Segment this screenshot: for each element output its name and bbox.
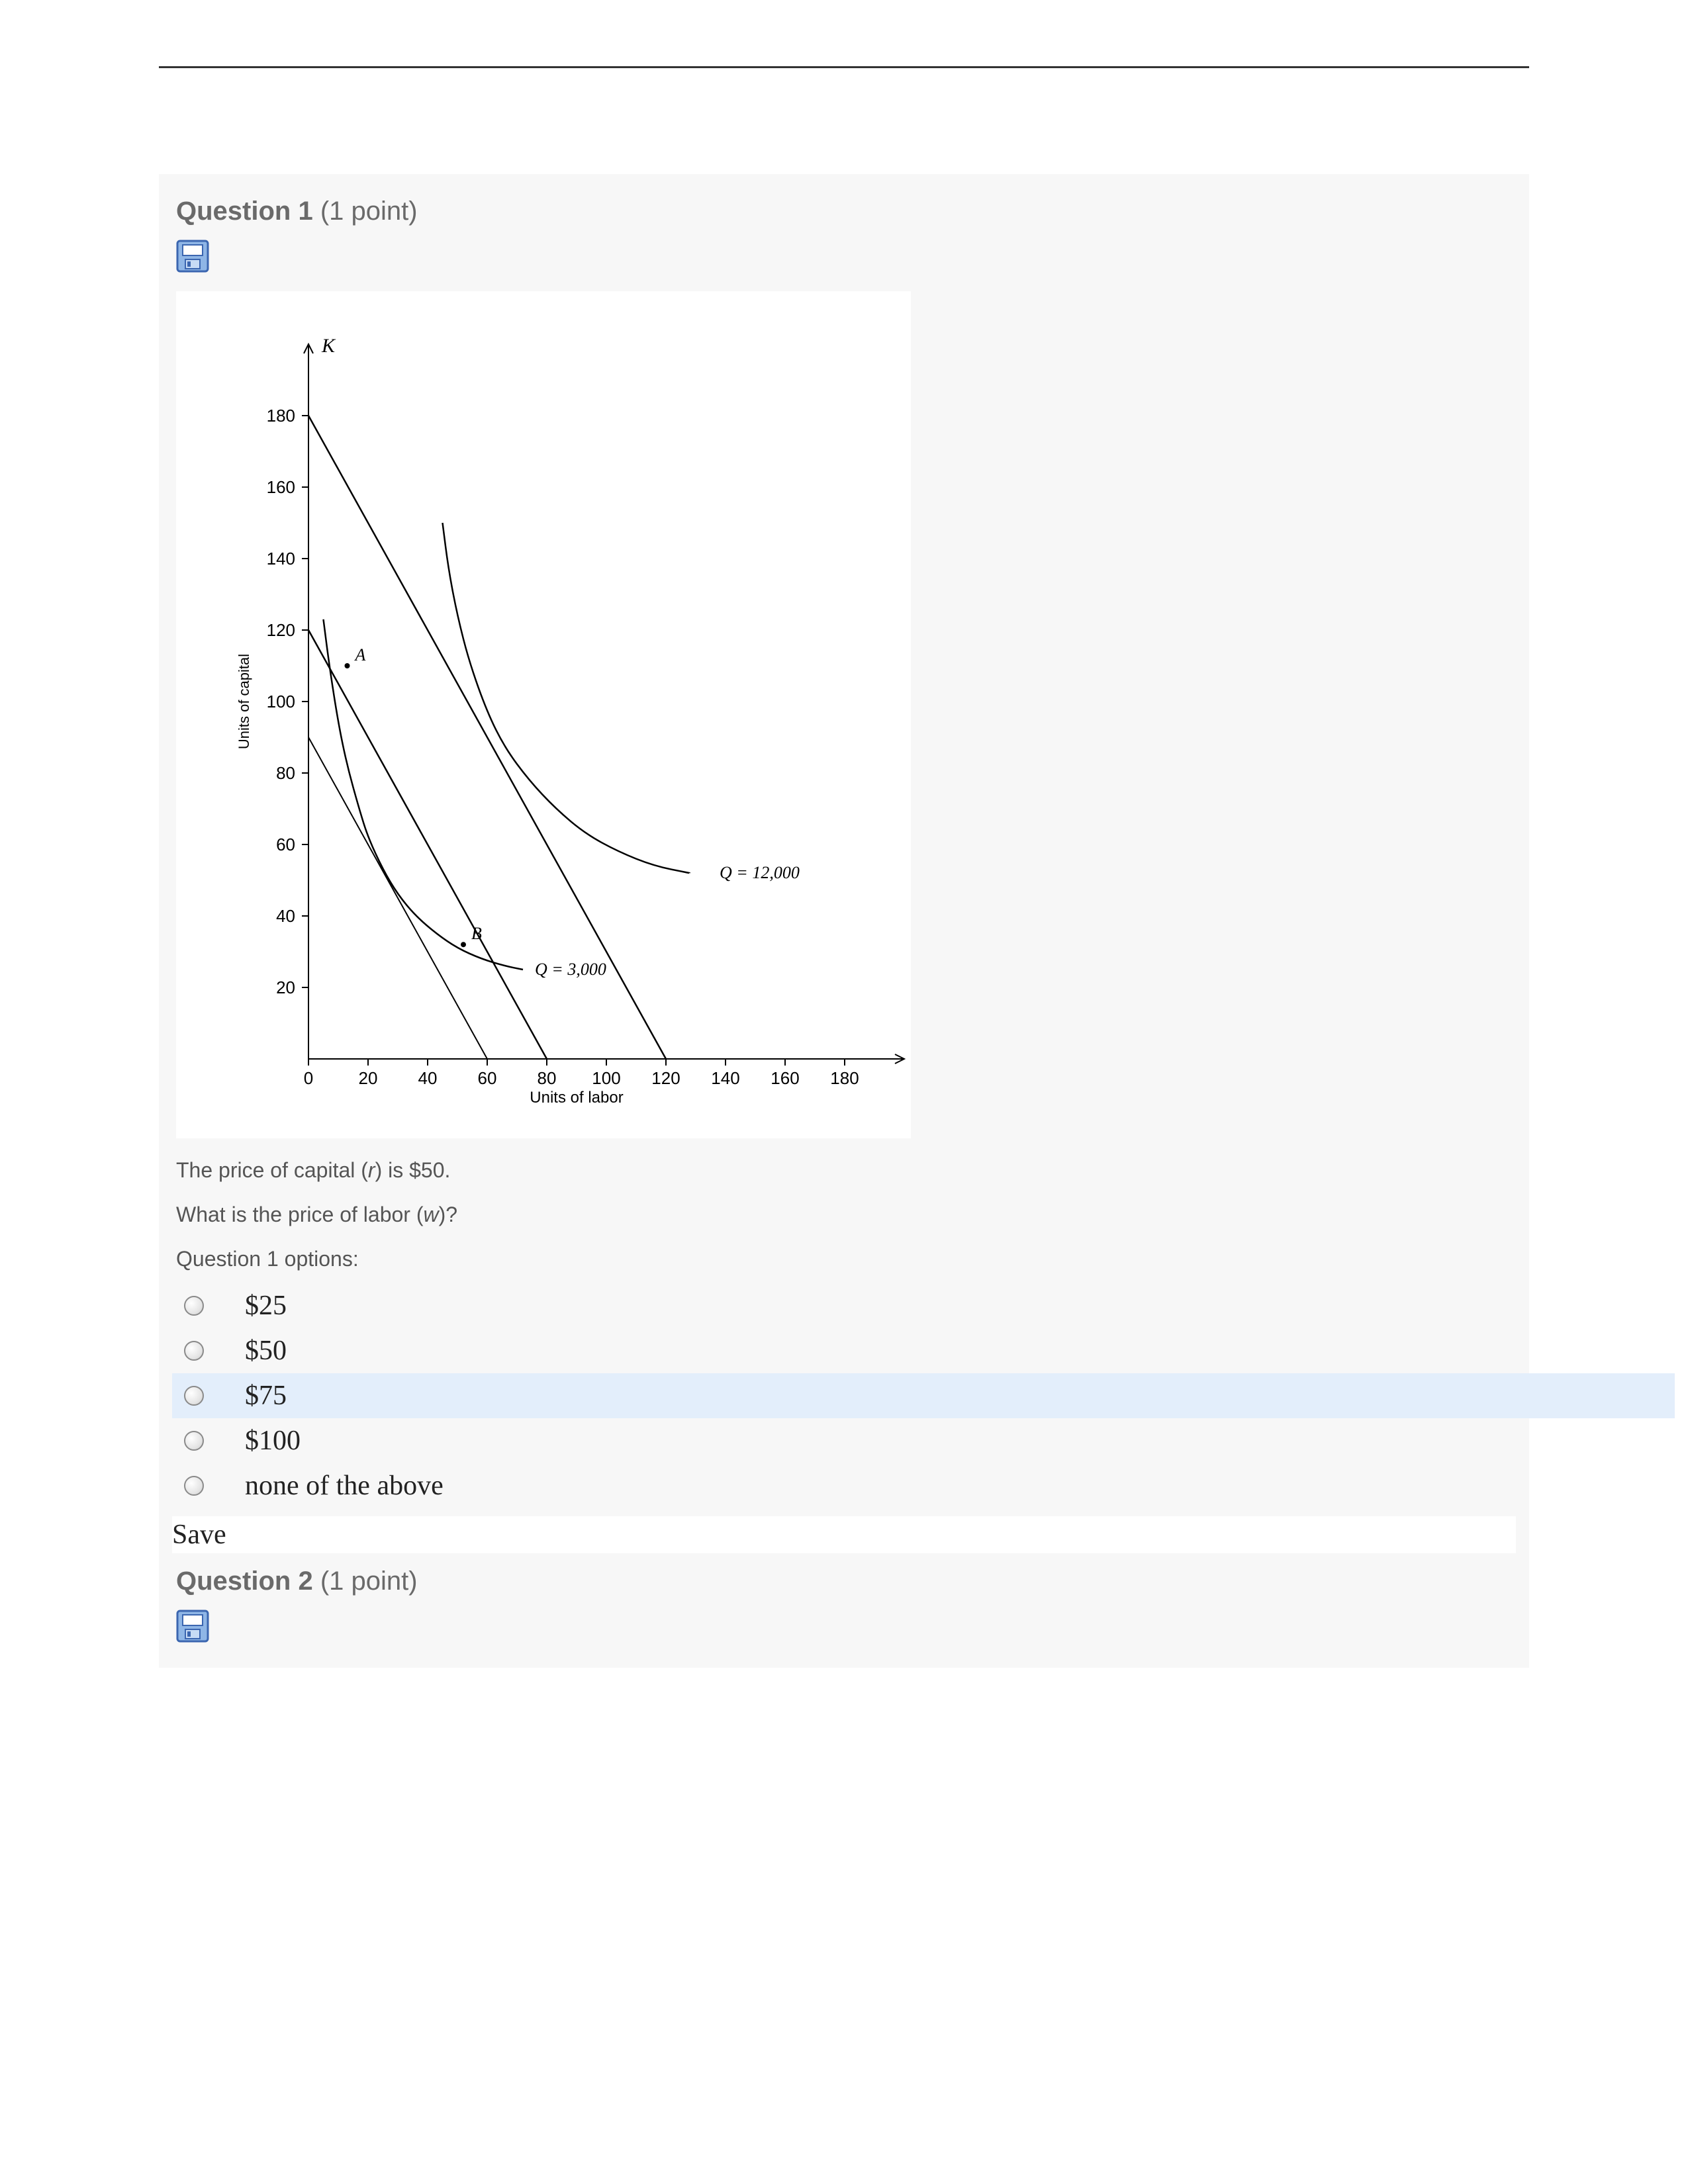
- svg-text:K: K: [321, 335, 336, 357]
- option-row-2[interactable]: $50: [172, 1328, 1529, 1373]
- radio-2[interactable]: [184, 1341, 204, 1361]
- svg-text:Q = 3,000: Q = 3,000: [535, 960, 606, 979]
- option-row-5[interactable]: none of the above: [172, 1463, 1529, 1508]
- question-2-header: Question 2 (1 point): [172, 1557, 1516, 1606]
- radio-3[interactable]: [184, 1386, 204, 1406]
- option-label-1: $25: [245, 1290, 287, 1322]
- svg-text:A: A: [354, 645, 366, 664]
- option-row-4[interactable]: $100: [172, 1418, 1529, 1463]
- option-label-2: $50: [245, 1335, 287, 1367]
- svg-text:0: 0: [304, 1068, 313, 1088]
- given-var-r: r: [368, 1158, 375, 1182]
- radio-4[interactable]: [184, 1431, 204, 1451]
- option-label-3: $75: [245, 1380, 287, 1412]
- given-text: The price of capital (r) is $50.: [176, 1158, 1516, 1183]
- radio-5[interactable]: [184, 1476, 204, 1496]
- svg-text:60: 60: [478, 1068, 497, 1088]
- save-icon[interactable]: [176, 240, 209, 273]
- svg-text:80: 80: [538, 1068, 557, 1088]
- radio-1[interactable]: [184, 1296, 204, 1316]
- svg-text:160: 160: [771, 1068, 799, 1088]
- save-icon-2[interactable]: [176, 1610, 209, 1643]
- svg-text:40: 40: [418, 1068, 438, 1088]
- svg-text:20: 20: [276, 978, 295, 997]
- options-label: Question 1 options:: [176, 1247, 1516, 1271]
- option-row-3[interactable]: $75: [172, 1373, 1675, 1418]
- question-1-header: Question 1 (1 point): [172, 187, 1516, 236]
- svg-text:Q = 12,000: Q = 12,000: [720, 863, 800, 882]
- svg-text:140: 140: [267, 549, 295, 569]
- svg-text:180: 180: [267, 406, 295, 426]
- question-1-block: Question 1 (1 point) 0 20 40 60 80 100 120 140 1…: [159, 174, 1529, 1668]
- svg-text:160: 160: [267, 477, 295, 497]
- option-label-5: none of the above: [245, 1470, 444, 1502]
- svg-text:40: 40: [276, 906, 295, 926]
- question-text: What is the price of labor (w)?: [176, 1203, 1516, 1227]
- given-b: ) is $50.: [375, 1158, 451, 1182]
- svg-text:100: 100: [592, 1068, 620, 1088]
- save-button[interactable]: Save: [172, 1516, 1516, 1553]
- svg-text:100: 100: [267, 692, 295, 711]
- ask-var-w: w: [423, 1203, 438, 1226]
- svg-text:120: 120: [651, 1068, 680, 1088]
- svg-text:180: 180: [830, 1068, 859, 1088]
- ask-b: )?: [439, 1203, 457, 1226]
- question-1-points: (1 point): [320, 197, 418, 226]
- svg-text:Units of labor: Units of labor: [530, 1089, 623, 1107]
- question-2-points: (1 point): [320, 1567, 418, 1596]
- question-2-number: Question 2: [176, 1567, 313, 1596]
- option-label-4: $100: [245, 1425, 301, 1457]
- page: Question 1 (1 point) 0 20 40 60 80 100 120 140 1…: [0, 0, 1688, 2184]
- svg-text:140: 140: [711, 1068, 739, 1088]
- svg-text:60: 60: [276, 835, 295, 854]
- svg-text:80: 80: [276, 763, 295, 783]
- ask-a: What is the price of labor (: [176, 1203, 423, 1226]
- given-a: The price of capital (: [176, 1158, 368, 1182]
- option-row-1[interactable]: $25: [172, 1283, 1529, 1328]
- svg-text:Units of capital: Units of capital: [236, 654, 252, 749]
- svg-text:B: B: [471, 924, 482, 943]
- question-1-number: Question 1: [176, 197, 313, 226]
- svg-text:20: 20: [359, 1068, 378, 1088]
- top-rule: [159, 66, 1529, 68]
- isoquant-chart: 0 20 40 60 80 100 120 140 160 180 20 40 60 80 100 120 14…: [176, 291, 911, 1138]
- svg-text:120: 120: [267, 620, 295, 640]
